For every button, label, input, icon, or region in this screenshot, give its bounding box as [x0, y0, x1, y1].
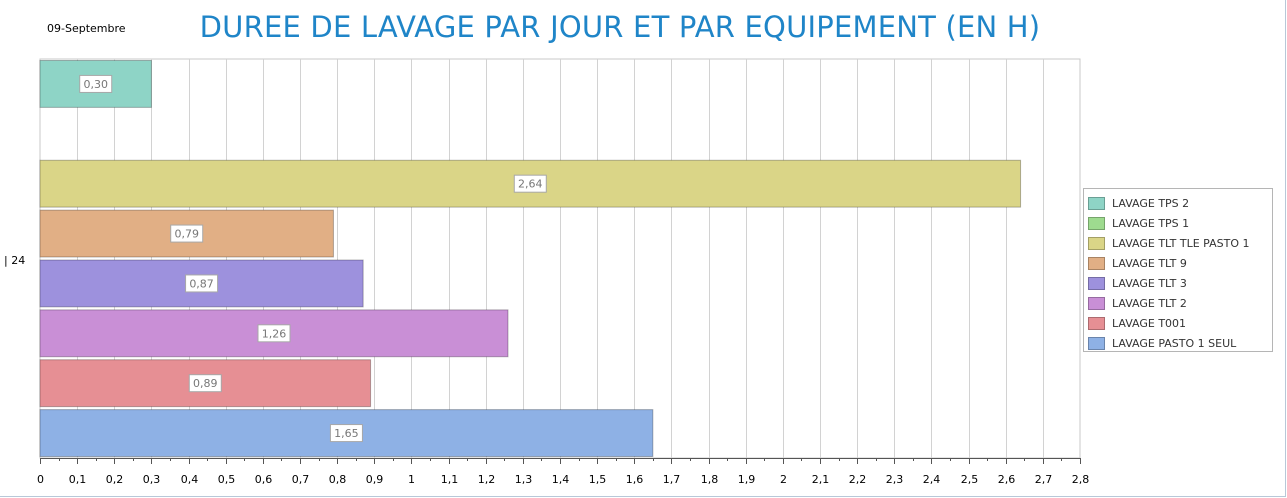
x-tick-label: 2,6 — [998, 473, 1016, 486]
x-tick-label: 0,7 — [292, 473, 310, 486]
x-tick-label: 0,9 — [366, 473, 384, 486]
x-tick-label: 1,9 — [738, 473, 756, 486]
x-tick-label: 2,3 — [886, 473, 904, 486]
x-tick-label: 1,6 — [626, 473, 644, 486]
x-tick-label: 1,4 — [552, 473, 570, 486]
legend-swatch — [1088, 336, 1105, 350]
bar — [39, 359, 372, 408]
legend-swatch — [1088, 316, 1105, 330]
legend-label: LAVAGE TLT 3 — [1112, 276, 1187, 290]
data-label: 0,79 — [174, 228, 199, 241]
x-tick-label: 2,5 — [961, 473, 979, 486]
legend-label: LAVAGE TLT 2 — [1112, 296, 1187, 310]
x-tick-label: 1,1 — [441, 473, 459, 486]
x-tick-label: 2,8 — [1072, 473, 1090, 486]
date-label: 09-Septembre — [47, 22, 126, 35]
x-tick-label: 0,5 — [218, 473, 236, 486]
x-tick-label: 0,1 — [69, 473, 87, 486]
x-tick-label: 0,3 — [143, 473, 161, 486]
data-label-box — [329, 424, 363, 443]
data-label: 1,65 — [334, 427, 359, 440]
legend-label: LAVAGE T001 — [1112, 316, 1187, 330]
legend-label: LAVAGE PASTO 1 SEUL — [1112, 336, 1237, 350]
data-label: 1,26 — [262, 327, 287, 340]
legend-swatch — [1088, 236, 1105, 250]
legend-swatch — [1088, 296, 1105, 310]
data-label-box — [170, 224, 204, 243]
x-tick-label: 1,5 — [589, 473, 607, 486]
data-label: 0,89 — [193, 377, 218, 390]
chart-title: DUREE DE LAVAGE PAR JOUR ET PAR EQUIPEME… — [199, 10, 1041, 44]
x-tick-label: 1,3 — [515, 473, 533, 486]
legend-item: LAVAGE PASTO 1 SEUL — [1084, 333, 1272, 353]
data-label: 0,30 — [83, 78, 108, 91]
x-tick-label: 2,4 — [923, 473, 941, 486]
legend-swatch — [1088, 216, 1105, 230]
legend-item: LAVAGE T001 — [1084, 313, 1272, 333]
x-tick-label: 1,8 — [701, 473, 719, 486]
data-label-box — [257, 324, 291, 343]
legend-label: LAVAGE TLT 9 — [1112, 256, 1187, 270]
x-tick-label: 1,2 — [478, 473, 496, 486]
legend-item: LAVAGE TPS 2 — [1084, 193, 1272, 213]
data-label-box — [188, 374, 222, 393]
data-label: 0,87 — [189, 277, 214, 290]
legend-item: LAVAGE TPS 1 — [1084, 213, 1272, 233]
legend-swatch — [1088, 276, 1105, 290]
x-tick-label: 1,7 — [663, 473, 681, 486]
legend: LAVAGE TPS 2 LAVAGE TPS 1 LAVAGE TLT TLE P… — [1083, 188, 1273, 352]
x-tick-label: 0,6 — [255, 473, 273, 486]
legend-label: LAVAGE TPS 1 — [1112, 216, 1190, 230]
legend-item: LAVAGE TLT 9 — [1084, 253, 1272, 273]
x-tick-label: 0 — [37, 473, 44, 486]
legend-label: LAVAGE TPS 2 — [1112, 196, 1190, 210]
legend-item: LAVAGE TLT 3 — [1084, 273, 1272, 293]
data-label-box — [79, 74, 113, 93]
data-label-box — [185, 274, 219, 293]
x-tick-label: 2,2 — [849, 473, 867, 486]
x-tick-label: 0,4 — [181, 473, 199, 486]
x-tick-label: 0,8 — [329, 473, 347, 486]
x-tick-label: 2,1 — [812, 473, 830, 486]
data-label: 2,64 — [518, 178, 543, 191]
x-tick-label: 2 — [780, 473, 787, 486]
legend-swatch — [1088, 256, 1105, 270]
legend-item: LAVAGE TLT TLE PASTO 1 — [1084, 233, 1272, 253]
legend-swatch — [1088, 196, 1105, 210]
x-tick-label: 2,7 — [1035, 473, 1053, 486]
x-tick-label: 1 — [408, 473, 415, 486]
x-tick-label: 0,2 — [106, 473, 124, 486]
legend-label: LAVAGE TLT TLE PASTO 1 — [1112, 236, 1250, 250]
category-label: | 24 — [4, 254, 25, 267]
data-label-box — [513, 174, 547, 193]
legend-item: LAVAGE TLT 2 — [1084, 293, 1272, 313]
